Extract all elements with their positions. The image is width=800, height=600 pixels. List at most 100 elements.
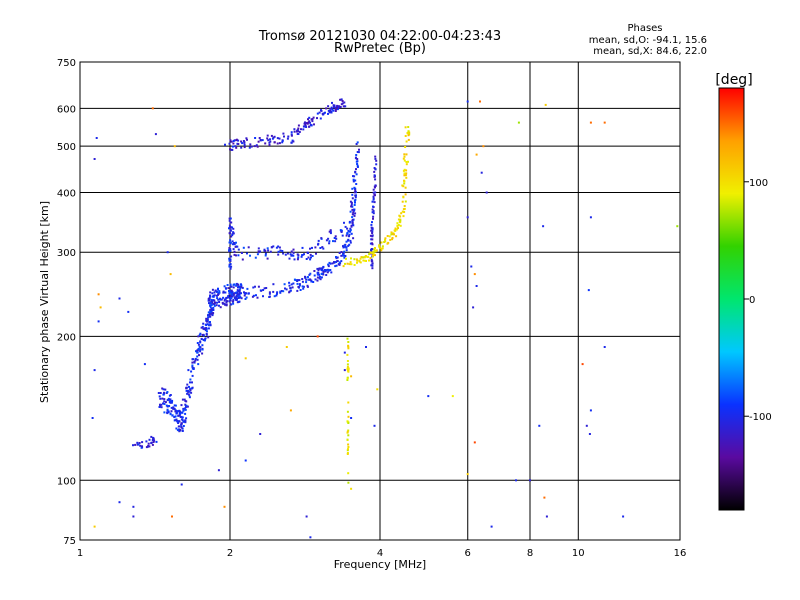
- data-point: [322, 270, 325, 273]
- data-point: [205, 324, 208, 326]
- data-point: [159, 403, 161, 406]
- data-point: [228, 247, 231, 249]
- data-point: [197, 363, 200, 366]
- data-point: [320, 276, 323, 279]
- data-point: [272, 283, 275, 286]
- data-point: [97, 320, 100, 323]
- data-point: [312, 116, 315, 119]
- data-point: [384, 237, 387, 240]
- data-point: [318, 273, 320, 276]
- data-point: [228, 142, 231, 145]
- data-point: [355, 154, 358, 156]
- data-point: [211, 295, 214, 298]
- data-point: [300, 255, 303, 258]
- data-point: [244, 357, 247, 360]
- data-point: [585, 424, 588, 427]
- data-point: [275, 294, 278, 297]
- colorbar-gradient: [718, 87, 745, 511]
- data-point: [203, 339, 206, 342]
- data-point: [277, 245, 280, 248]
- data-points: [91, 98, 679, 539]
- data-point: [295, 130, 298, 133]
- data-point: [355, 258, 358, 261]
- data-point: [372, 253, 375, 256]
- data-point: [255, 144, 258, 147]
- data-point: [485, 191, 488, 194]
- data-point: [184, 408, 187, 411]
- data-point: [223, 298, 226, 301]
- data-point: [466, 100, 469, 103]
- data-point: [366, 256, 369, 258]
- data-point: [372, 251, 375, 253]
- data-point: [333, 237, 336, 239]
- data-point: [310, 124, 313, 127]
- data-point: [170, 410, 173, 413]
- data-point: [196, 351, 199, 354]
- data-point: [402, 215, 405, 218]
- data-point: [118, 297, 121, 300]
- data-point: [373, 170, 376, 173]
- data-point: [347, 429, 350, 432]
- data-point: [303, 125, 306, 128]
- data-point: [405, 153, 408, 156]
- data-point: [341, 234, 344, 237]
- data-point: [188, 385, 190, 388]
- data-point: [386, 235, 389, 237]
- data-point: [391, 237, 394, 239]
- data-point: [141, 441, 144, 444]
- data-point: [158, 406, 161, 408]
- data-point: [235, 254, 237, 257]
- data-point: [266, 137, 269, 140]
- data-point: [225, 287, 227, 290]
- data-point: [226, 300, 228, 303]
- data-point: [339, 98, 342, 101]
- data-point: [356, 151, 359, 153]
- data-point: [152, 441, 155, 443]
- data-point: [329, 109, 332, 112]
- data-point: [206, 323, 209, 326]
- data-point: [355, 143, 358, 145]
- data-point: [201, 325, 204, 328]
- data-point: [351, 218, 354, 221]
- data-point: [358, 148, 360, 151]
- data-point: [138, 442, 141, 444]
- data-point: [231, 295, 234, 298]
- data-point: [371, 260, 374, 263]
- data-point: [206, 319, 209, 322]
- data-point: [353, 191, 356, 194]
- data-point: [236, 245, 239, 248]
- data-point: [243, 141, 246, 144]
- data-point: [348, 243, 351, 246]
- data-point: [529, 479, 531, 482]
- data-point: [288, 290, 291, 293]
- data-point: [192, 358, 195, 361]
- data-point: [248, 146, 251, 149]
- y-tick-label: 500: [57, 142, 76, 153]
- data-point: [231, 234, 234, 237]
- data-point: [233, 250, 236, 253]
- data-point: [226, 284, 229, 286]
- data-point: [309, 278, 312, 281]
- data-point: [374, 191, 377, 194]
- data-point: [218, 304, 220, 307]
- data-point: [371, 254, 374, 257]
- data-point: [234, 145, 237, 148]
- data-point: [296, 258, 299, 261]
- data-point: [545, 515, 548, 518]
- data-point: [209, 306, 212, 309]
- data-point: [230, 289, 233, 292]
- data-point: [292, 282, 295, 285]
- data-point: [407, 130, 410, 133]
- y-tick-label: 600: [57, 104, 76, 115]
- data-point: [371, 230, 374, 233]
- data-point: [278, 246, 281, 249]
- data-point: [300, 128, 302, 131]
- data-point: [352, 180, 355, 183]
- data-point: [187, 389, 190, 392]
- data-point: [370, 249, 372, 252]
- data-point: [344, 245, 347, 248]
- data-point: [209, 309, 212, 312]
- data-point: [374, 178, 377, 181]
- data-point: [180, 418, 183, 421]
- data-point: [183, 398, 186, 401]
